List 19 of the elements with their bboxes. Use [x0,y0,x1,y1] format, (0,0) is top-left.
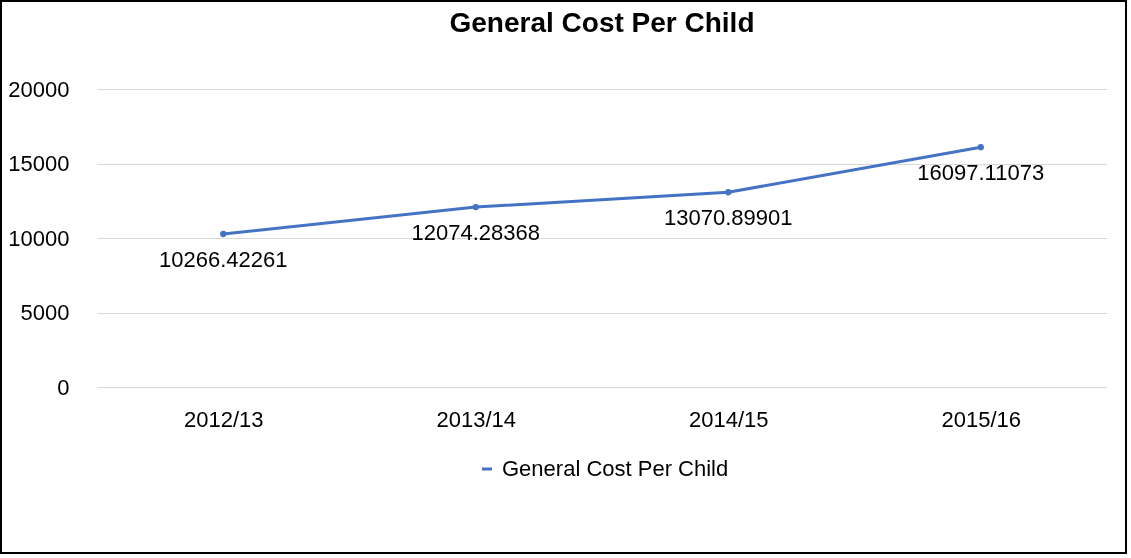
x-tick-label: 2014/15 [688,406,769,432]
y-tick-label: 15000 [8,151,70,176]
y-tick-label: 5000 [20,300,70,325]
point [220,230,227,238]
chart-title: General Cost Per Child [449,7,755,38]
data-label: 12074.28368 [411,220,540,246]
x-tick-label: 2015/16 [941,406,1022,432]
data-label: 10266.42261 [159,247,288,273]
point [977,144,984,151]
x-tick-label: 2013/14 [436,406,517,432]
y-tick-label: 0 [57,374,70,400]
data-label: 16097.11073 [917,160,1045,186]
y-tick-label: 20000 [8,76,70,102]
point [472,203,479,211]
legend-label: General Cost Per Child [502,456,729,481]
y-tick-label: 10000 [8,225,70,251]
x-tick-label: 2012/13 [183,406,264,432]
data-label: 13070.89901 [664,205,793,231]
point [725,189,732,196]
